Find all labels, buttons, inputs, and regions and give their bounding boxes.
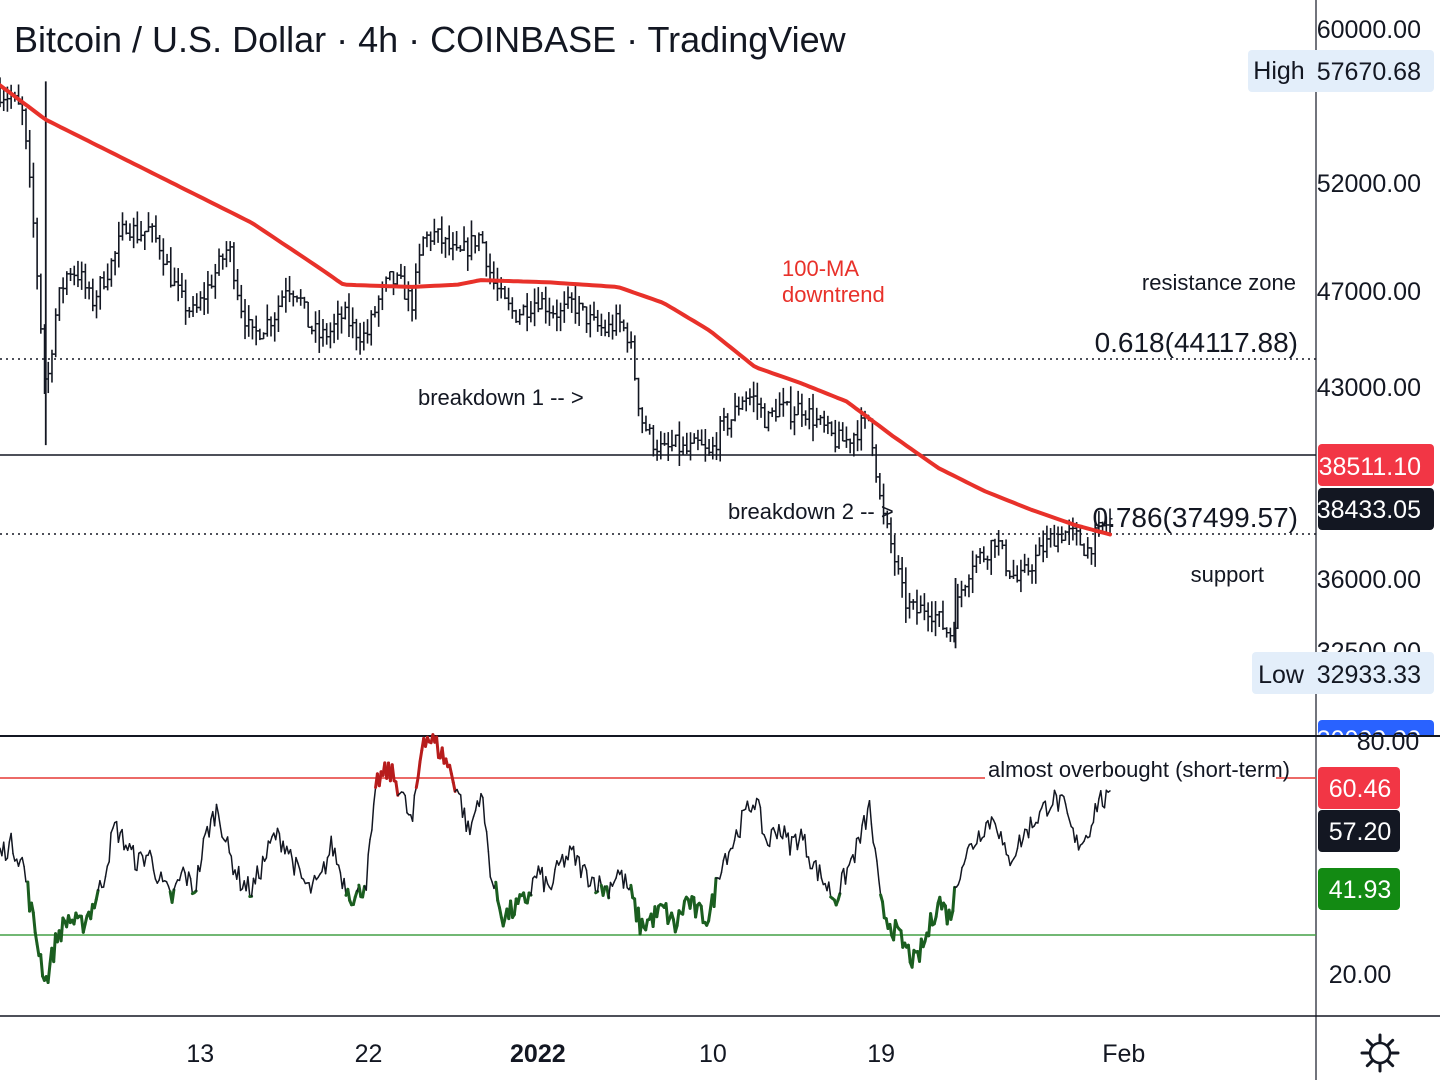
high-label-text: High <box>1253 57 1304 85</box>
rsi-segment-low <box>41 955 43 977</box>
rsi-segment-low <box>890 924 892 935</box>
rsi-segment-low <box>714 878 716 906</box>
overbought-label: almost overbought (short-term) <box>988 757 1290 782</box>
rsi-tag-dark: 57.20 <box>1329 818 1392 846</box>
price-tag-red: 38511.10 <box>1319 453 1421 481</box>
resistance-zone-label: resistance zone <box>1142 270 1296 295</box>
rsi-tick-20: 20.00 <box>1329 961 1392 989</box>
rsi-segment-low <box>496 882 498 900</box>
price-tick-52000: 52000.00 <box>1317 170 1421 198</box>
rsi-segment-high <box>453 783 455 792</box>
time-tick-2022: 2022 <box>510 1040 566 1068</box>
rsi-segment-high <box>396 782 398 796</box>
time-tick-22: 22 <box>355 1040 383 1068</box>
rsi-segment-low <box>657 906 659 917</box>
rsi-segment-high <box>420 750 422 761</box>
chart-title: Bitcoin / U.S. Dollar · 4h · COINBASE · … <box>14 19 847 60</box>
price-tick-47000: 47000.00 <box>1317 278 1421 306</box>
fib-618-label: 0.618(44117.88) <box>1095 327 1298 358</box>
rsi-segment-low <box>37 944 39 956</box>
rsi-segment-low <box>677 911 679 926</box>
rsi-segment-low <box>883 902 885 918</box>
rsi-segment-low <box>603 887 605 896</box>
rsi-segment-low <box>33 913 35 933</box>
price-tag-dark: 38433.05 <box>1317 496 1421 524</box>
rsi-segment-low <box>683 901 685 914</box>
support-label: support <box>1191 562 1264 587</box>
rsi-segment-high <box>418 762 420 778</box>
rsi-segment-high <box>416 778 418 788</box>
rsi-segment-low <box>701 906 703 923</box>
rsi-segment-low <box>348 889 350 900</box>
breakdown-2-label: breakdown 2 -- > <box>728 499 894 524</box>
time-tick-19: 19 <box>867 1040 895 1068</box>
rsi-segment-low <box>953 887 955 911</box>
price-tick-36000: 36000.00 <box>1317 566 1421 594</box>
rsi-segment-low <box>908 945 910 962</box>
rsi-segment-low <box>709 909 711 921</box>
rsi-segment-low <box>61 918 63 941</box>
rsi-segment-low <box>35 932 37 943</box>
price-tick-60000: 60000.00 <box>1317 16 1421 44</box>
breakdown-1-label: breakdown 1 -- > <box>418 385 584 410</box>
time-tick-feb: Feb <box>1102 1040 1145 1068</box>
low-value: 32933.33 <box>1317 661 1421 689</box>
rsi-segment-low <box>355 891 357 897</box>
rsi-segment-low <box>631 885 633 897</box>
rsi-tag-green: 41.93 <box>1329 876 1392 904</box>
rsi-tag-red: 60.46 <box>1329 775 1392 803</box>
low-label-text: Low <box>1258 661 1305 689</box>
rsi-segment-low <box>48 964 50 983</box>
rsi-segment-low <box>363 886 365 897</box>
high-value: 57670.68 <box>1317 58 1421 86</box>
ma-label-line2: downtrend <box>782 282 885 307</box>
rsi-segment-low <box>696 905 698 917</box>
rsi-segment-low <box>931 914 933 925</box>
rsi-segment-low <box>646 920 648 930</box>
price-tick-43000: 43000.00 <box>1317 374 1421 402</box>
rsi-segment-low <box>511 901 513 918</box>
rsi-segment-low <box>96 890 98 899</box>
rsi-segment-low <box>838 894 840 900</box>
rsi-segment-low <box>690 897 692 909</box>
rsi-segment-low <box>359 885 361 897</box>
rsi-tick-80: 80.00 <box>1357 728 1420 756</box>
rsi-segment-low <box>936 903 938 916</box>
time-tick-13: 13 <box>186 1040 214 1068</box>
rsi-segment-low <box>912 950 914 967</box>
rsi-segment-low <box>172 890 174 903</box>
rsi-segment-high <box>392 765 394 781</box>
rsi-segment <box>1108 791 1110 792</box>
fib-786-label: 0.786(37499.57) <box>1092 502 1298 533</box>
rsi-segment-high <box>437 737 439 757</box>
ma-label-line1: 100-MA <box>782 256 859 281</box>
time-tick-10: 10 <box>699 1040 727 1068</box>
